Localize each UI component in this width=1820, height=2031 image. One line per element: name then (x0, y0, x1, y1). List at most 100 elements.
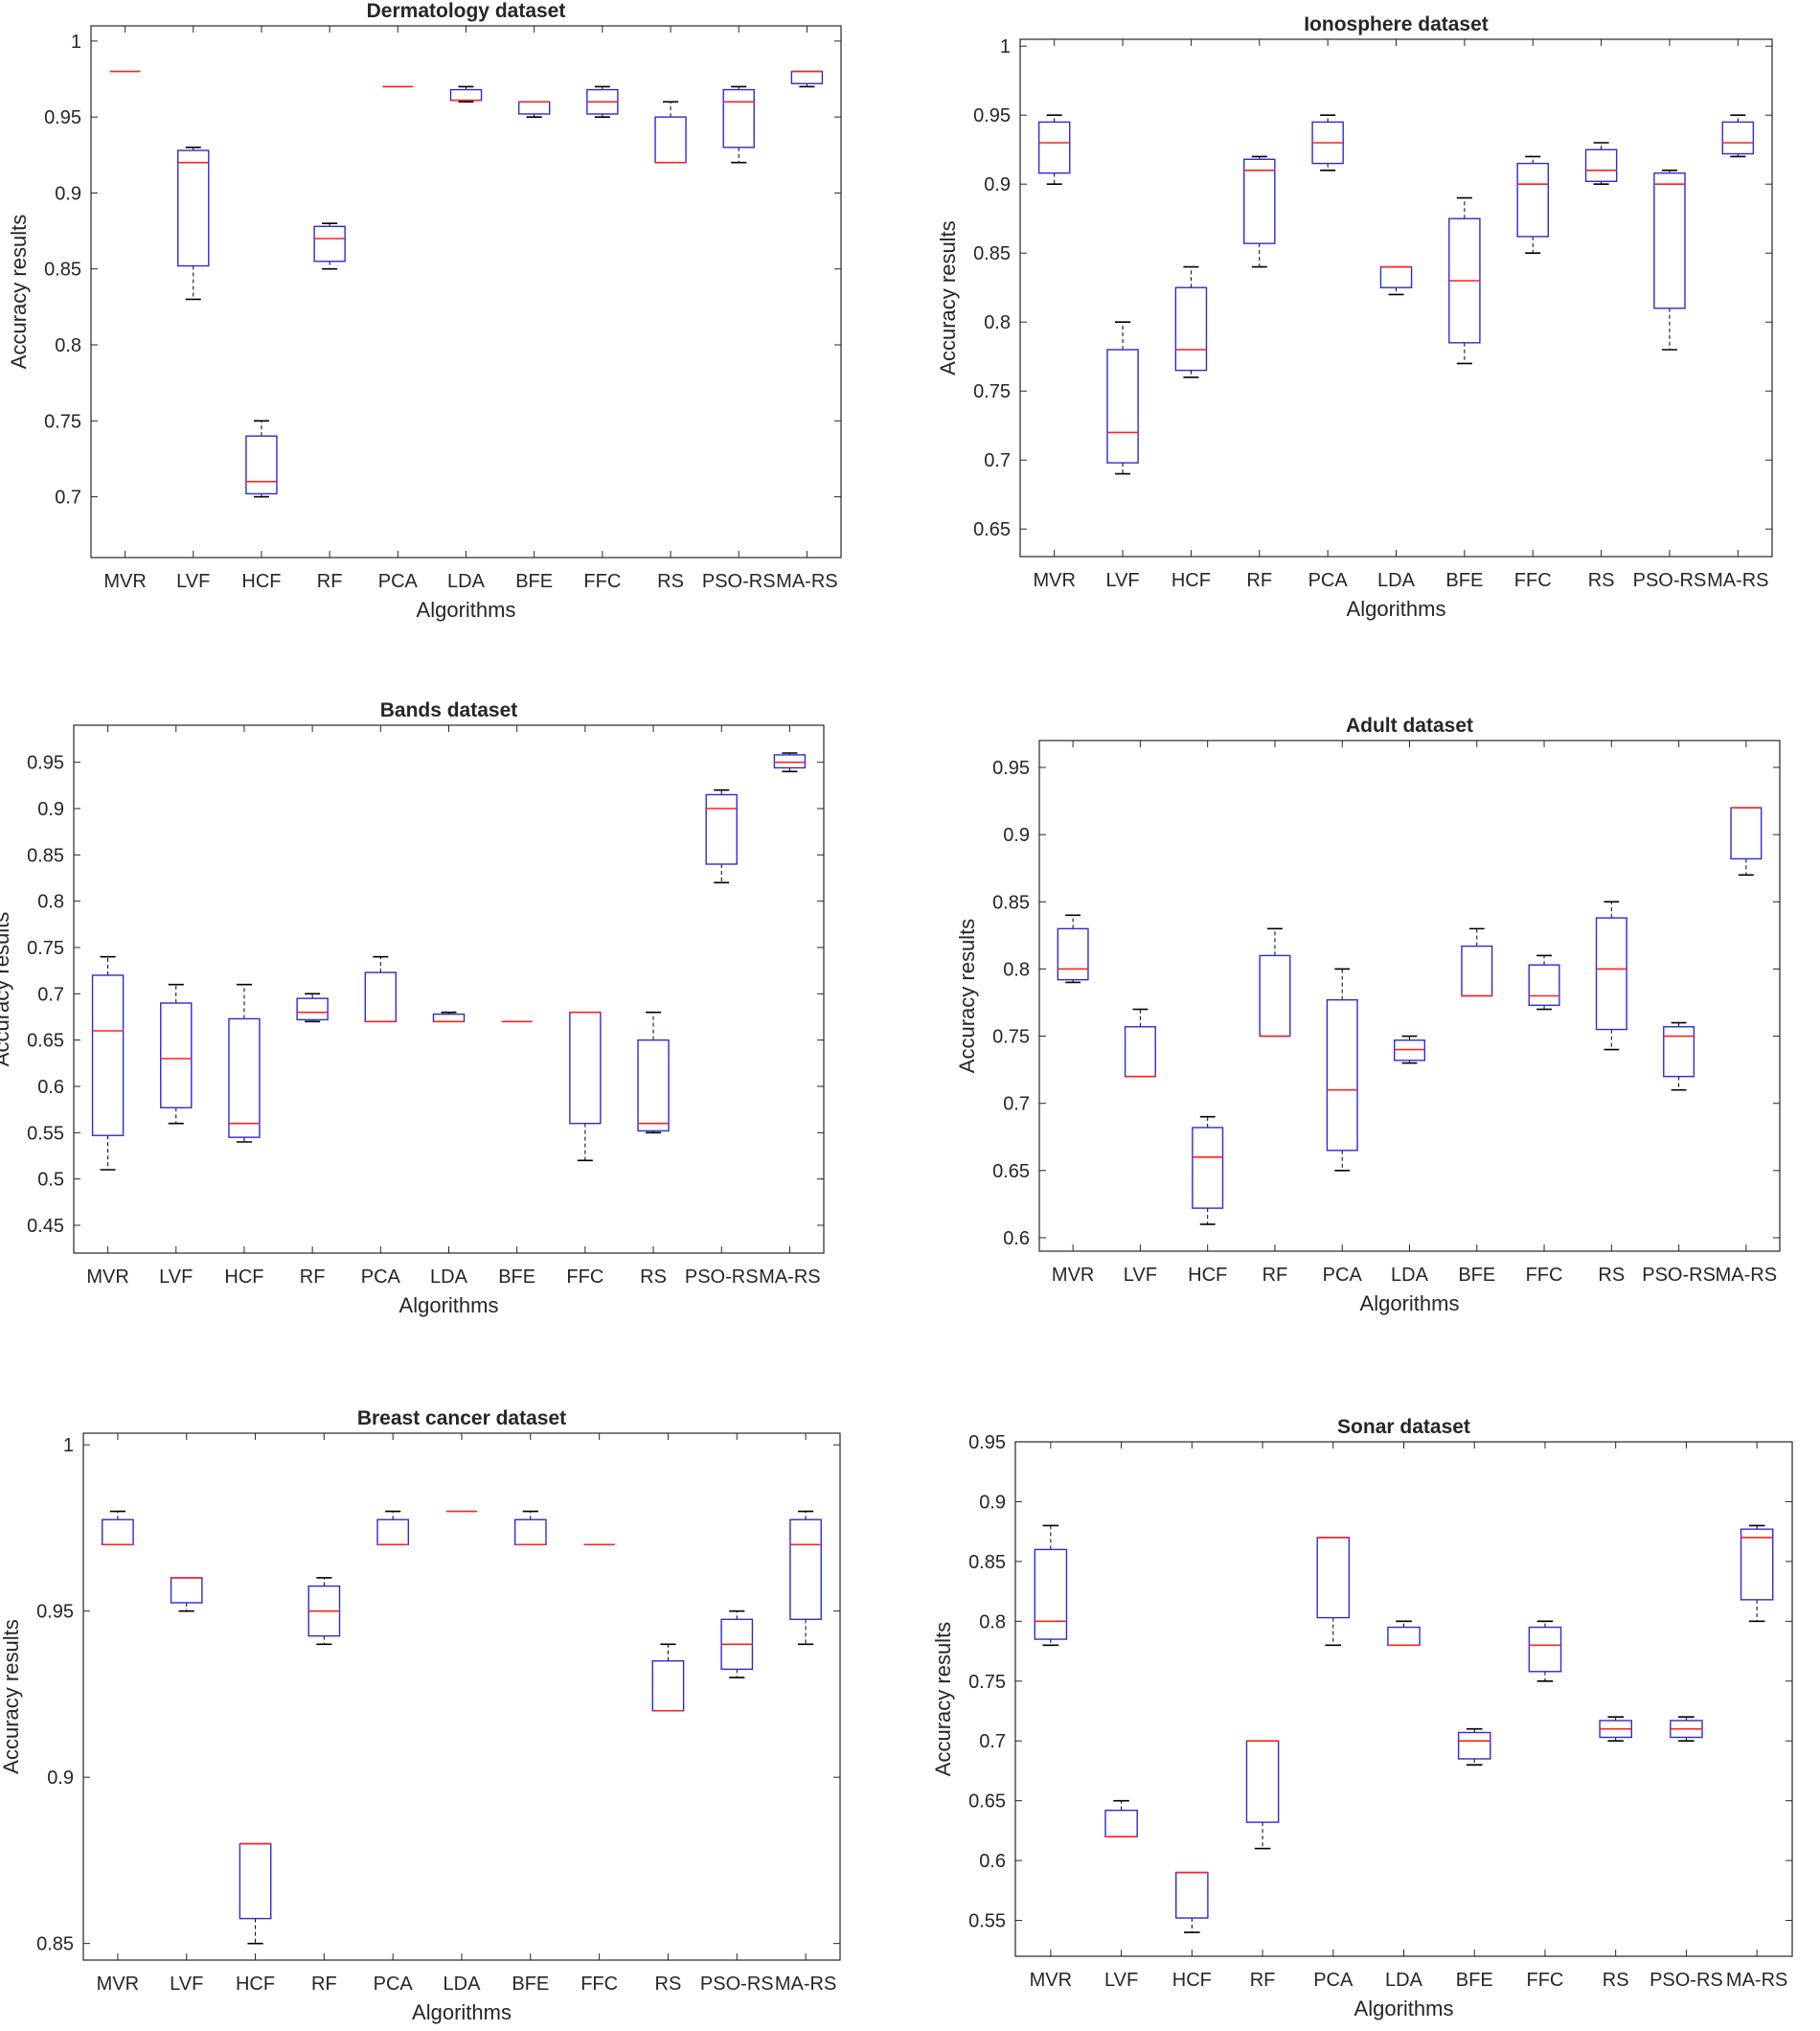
y-tick-label: 0.6 (1003, 1228, 1030, 1249)
chart-panel-2: Ionosphere dataset 0.65 0.7 0.75 0.8 0.85 0.9 0… (936, 13, 1773, 621)
box-PSO-RS (1663, 1021, 1695, 1091)
box-body (239, 1842, 272, 1920)
box-BFE (513, 1510, 547, 1546)
box-body (160, 1002, 193, 1108)
y-tick-label: 0.7 (984, 450, 1011, 471)
box-body (1326, 999, 1358, 1152)
x-tick-label: FFC (1514, 570, 1552, 591)
x-tick-label: MA-RS (1716, 1265, 1777, 1286)
x-tick-label: HCF (1172, 570, 1211, 591)
box-FFC (586, 85, 619, 118)
y-tick-label: 0.9 (984, 174, 1011, 195)
box-LVF (177, 147, 210, 301)
box-body (513, 1518, 547, 1545)
x-tick-label: PCA (361, 1267, 401, 1288)
y-tick-label: 0.95 (36, 1602, 74, 1623)
y-tick-label: 0.6 (37, 1077, 64, 1098)
x-tick-label: HCF (236, 1974, 275, 1995)
x-tick-label: PSO-RS (685, 1267, 759, 1288)
y-tick-label: 0.9 (55, 183, 81, 204)
y-tick-label: 0.85 (973, 243, 1011, 264)
x-tick-label: MA-RS (1707, 570, 1768, 591)
box-RS (637, 1011, 670, 1134)
x-tick-label: PSO-RS (1633, 570, 1707, 591)
y-tick-label: 0.95 (27, 753, 64, 774)
box-body (1721, 121, 1755, 155)
box-body (170, 1577, 203, 1604)
box-LDA (1379, 265, 1413, 296)
box-body (569, 1011, 602, 1125)
box-LVF (1124, 1008, 1156, 1078)
box-body (789, 1518, 822, 1621)
box-body (364, 971, 398, 1023)
box-FFC (1528, 954, 1560, 1011)
box-body (1104, 1809, 1138, 1837)
box-RF (296, 993, 329, 1023)
x-tick-label: LVF (159, 1267, 193, 1288)
box-LDA (1393, 1035, 1426, 1064)
y-tick-label: 1 (1000, 36, 1011, 57)
x-tick-label: BFE (498, 1267, 535, 1288)
box-PSO-RS (1653, 170, 1686, 351)
y-tick-label: 0.7 (979, 1731, 1006, 1752)
box-MA-RS (789, 1510, 822, 1646)
box-body (1175, 1871, 1209, 1919)
box-LVF (160, 983, 193, 1125)
box-body (1259, 954, 1291, 1038)
box-RS (651, 1643, 685, 1712)
x-tick-label: MVR (86, 1267, 128, 1288)
box-LVF (1106, 321, 1139, 475)
box-body (1192, 1127, 1224, 1209)
y-tick-label: 0.8 (984, 312, 1011, 333)
box-body (1528, 964, 1560, 1007)
box-body (722, 88, 755, 148)
box-LVF (170, 1577, 203, 1612)
y-tick-label: 0.95 (44, 107, 81, 128)
x-tick-label: BFE (1458, 1265, 1495, 1286)
y-tick-label: 0.85 (36, 1934, 74, 1955)
y-tick-label: 0.8 (37, 892, 64, 913)
box-PSO-RS (722, 85, 755, 164)
x-tick-label: RS (655, 1974, 682, 1995)
box-MA-RS (1740, 1524, 1774, 1623)
chart-title: Dermatology dataset (367, 0, 566, 22)
box-HCF (239, 1842, 272, 1945)
box-LVF (1104, 1799, 1138, 1837)
x-tick-label: FFC (583, 571, 621, 592)
box-RF (1245, 1740, 1280, 1850)
x-tick-label: MVR (103, 571, 146, 592)
plot-frame (1019, 38, 1773, 558)
y-tick-label: 0.55 (27, 1123, 64, 1144)
x-tick-label: PCA (1323, 1265, 1363, 1286)
y-tick-label: 0.75 (973, 381, 1011, 402)
y-tick-label: 0.55 (968, 1911, 1006, 1932)
y-tick-label: 0.75 (992, 1027, 1030, 1048)
box-body (1584, 148, 1618, 183)
box-body (1034, 1548, 1068, 1640)
box-body (1461, 945, 1493, 997)
box-body (1595, 917, 1627, 1031)
box-LDA (432, 1011, 466, 1023)
box-BFE (1448, 196, 1481, 365)
y-tick-label: 0.85 (27, 845, 64, 866)
x-tick-label: LDA (430, 1267, 468, 1288)
box-PCA (1316, 1537, 1351, 1647)
y-tick-label: 0.85 (992, 892, 1030, 913)
box-body (651, 1659, 685, 1712)
box-body (1243, 158, 1276, 244)
box-body (1663, 1026, 1695, 1078)
x-tick-label: PSO-RS (702, 571, 776, 592)
x-tick-label: MVR (97, 1974, 139, 1995)
box-MA-RS (1730, 807, 1763, 877)
x-tick-label: PSO-RS (1642, 1265, 1716, 1286)
box-body (376, 1518, 410, 1545)
x-tick-label: HCF (1188, 1265, 1227, 1286)
x-axis-label: Algorithms (1354, 1997, 1454, 2020)
x-tick-label: RS (1598, 1265, 1625, 1286)
box-RF (307, 1577, 341, 1646)
x-tick-label: MVR (1033, 570, 1075, 591)
box-HCF (1175, 1871, 1209, 1933)
y-axis-label: Accuracy results (936, 220, 960, 375)
x-tick-label: PCA (1308, 570, 1349, 591)
x-tick-label: PCA (374, 1974, 414, 1995)
